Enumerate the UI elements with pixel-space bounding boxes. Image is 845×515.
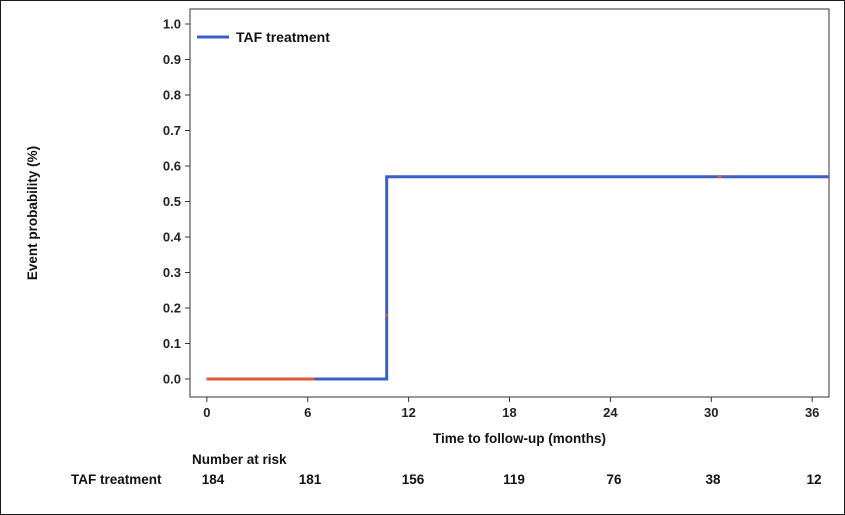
y-tick-label-5: 0.5 bbox=[163, 194, 181, 209]
y-tick-label-1: 0.1 bbox=[163, 336, 181, 351]
risk-value-0: 184 bbox=[202, 472, 225, 487]
risk-row-values-taf: 184 181 156 119 76 38 12 bbox=[202, 472, 822, 487]
risk-table-header: Number at risk bbox=[192, 452, 287, 467]
y-tick-label-0: 0.0 bbox=[163, 372, 181, 387]
risk-value-3: 119 bbox=[503, 472, 525, 487]
x-tick-label-5: 30 bbox=[704, 405, 718, 420]
x-axis-title: Time to follow-up (months) bbox=[433, 431, 606, 446]
x-tick-label-0: 0 bbox=[203, 405, 210, 420]
risk-value-4: 76 bbox=[606, 472, 622, 487]
x-tick-label-1: 6 bbox=[304, 405, 311, 420]
x-tick-label-4: 24 bbox=[603, 405, 618, 420]
y-axis-title: Event probability (%) bbox=[25, 146, 40, 280]
risk-value-1: 181 bbox=[299, 472, 322, 487]
y-tick-label-3: 0.3 bbox=[163, 265, 181, 280]
x-tick-label-3: 18 bbox=[502, 405, 516, 420]
step-marker bbox=[385, 313, 389, 317]
risk-value-5: 38 bbox=[705, 472, 721, 487]
legend: TAF treatment bbox=[197, 29, 330, 45]
risk-value-6: 12 bbox=[806, 472, 821, 487]
y-tick-label-2: 0.2 bbox=[163, 301, 181, 316]
y-tick-label-7: 0.7 bbox=[163, 123, 181, 138]
y-tick-label-8: 0.8 bbox=[163, 88, 181, 103]
risk-row-label-taf: TAF treatment bbox=[71, 472, 162, 487]
y-tick-label-9: 0.9 bbox=[163, 52, 181, 67]
series-line-0 bbox=[206, 175, 829, 381]
plot-border bbox=[189, 8, 830, 398]
y-tick-label-10: 1.0 bbox=[163, 17, 181, 32]
risk-table: Number at risk TAF treatment 184 181 156 11… bbox=[71, 452, 822, 487]
y-tick-label-4: 0.4 bbox=[163, 230, 182, 245]
axes-layer: 0.0 0.1 0.2 0.3 0.4 0.5 0.6 0.7 0.8 0.9 1.0 0 6 12 18 2… bbox=[163, 8, 830, 420]
series-layer bbox=[206, 175, 829, 381]
x-tick-label-6: 36 bbox=[805, 405, 819, 420]
legend-label-taf: TAF treatment bbox=[236, 29, 330, 45]
risk-value-2: 156 bbox=[402, 472, 425, 487]
x-tick-label-2: 12 bbox=[401, 405, 415, 420]
y-tick-label-6: 0.6 bbox=[163, 159, 181, 174]
